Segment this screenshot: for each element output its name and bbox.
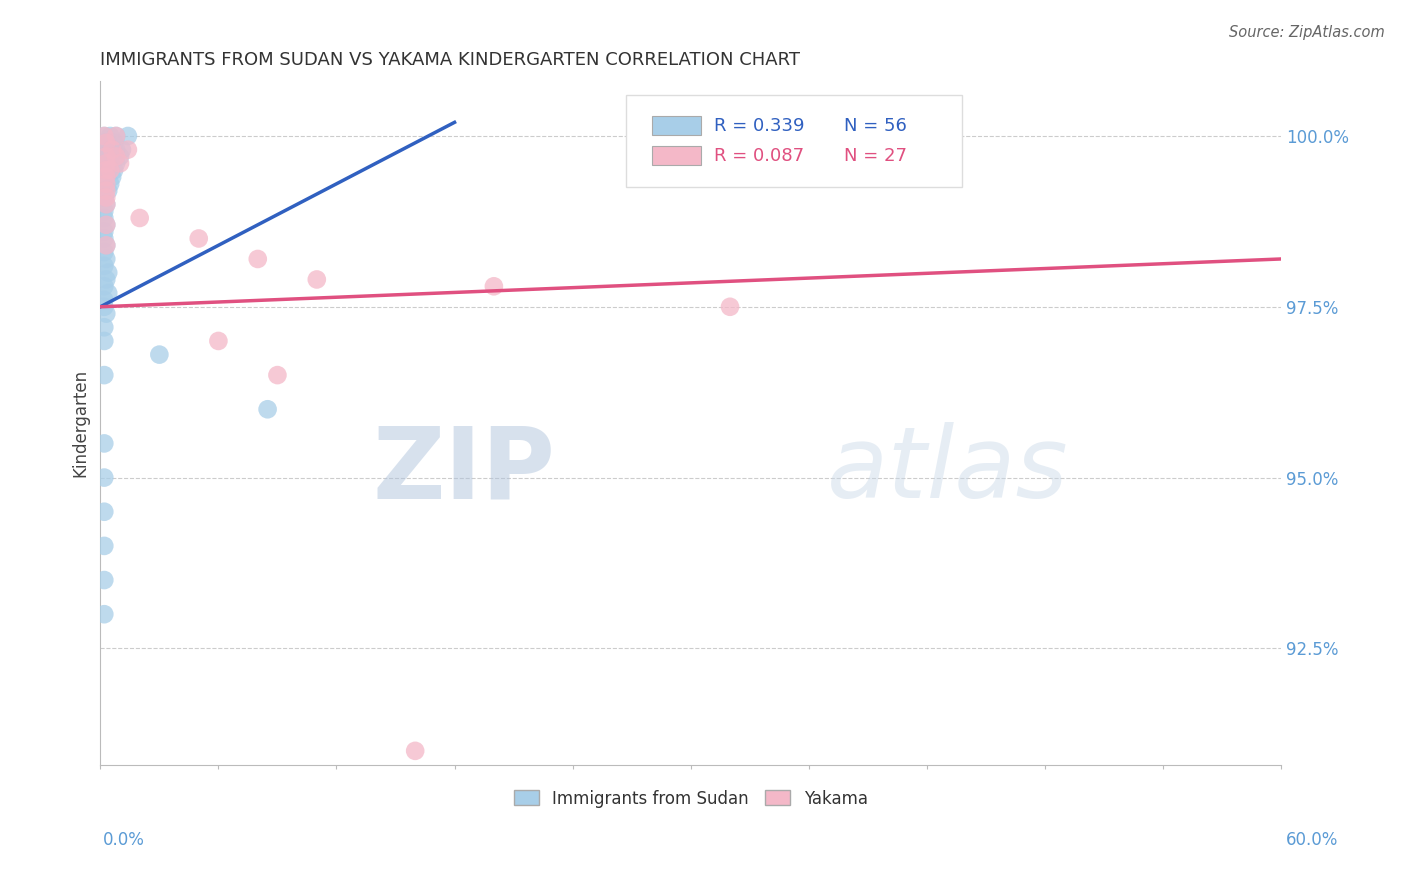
Point xyxy=(93,225,115,239)
Point xyxy=(93,436,115,450)
Point xyxy=(103,149,125,163)
Legend: Immigrants from Sudan, Yakama: Immigrants from Sudan, Yakama xyxy=(508,783,875,814)
Point xyxy=(96,307,118,321)
Point xyxy=(93,245,115,260)
Point xyxy=(93,607,115,622)
Point xyxy=(103,163,125,178)
Point xyxy=(96,218,118,232)
Text: R = 0.339: R = 0.339 xyxy=(714,117,804,135)
Y-axis label: Kindergarten: Kindergarten xyxy=(72,369,89,477)
Point xyxy=(93,293,115,307)
Point xyxy=(93,204,115,219)
Point xyxy=(96,177,118,191)
Point xyxy=(98,177,121,191)
Point xyxy=(128,211,150,225)
Point xyxy=(93,505,115,519)
Point xyxy=(96,238,118,252)
Point xyxy=(93,368,115,383)
Point xyxy=(404,744,426,758)
Point xyxy=(117,128,139,143)
Point xyxy=(96,197,118,211)
Point xyxy=(96,218,118,232)
Text: R = 0.087: R = 0.087 xyxy=(714,147,804,165)
Point xyxy=(305,272,328,286)
Point xyxy=(97,286,120,301)
Point xyxy=(96,136,118,150)
Point xyxy=(101,169,124,184)
Point xyxy=(266,368,288,383)
Point xyxy=(93,128,115,143)
Text: 60.0%: 60.0% xyxy=(1286,831,1339,849)
Text: N = 56: N = 56 xyxy=(844,117,907,135)
Point xyxy=(93,300,115,314)
Point xyxy=(93,539,115,553)
Point xyxy=(482,279,505,293)
Text: Source: ZipAtlas.com: Source: ZipAtlas.com xyxy=(1229,25,1385,40)
Point xyxy=(93,470,115,484)
Text: ZIP: ZIP xyxy=(373,422,555,519)
Point xyxy=(93,184,115,198)
Point xyxy=(98,128,121,143)
Point xyxy=(93,279,115,293)
Point xyxy=(96,149,118,163)
Point xyxy=(105,128,128,143)
Point xyxy=(96,169,118,184)
Text: atlas: atlas xyxy=(827,422,1069,519)
Point xyxy=(256,402,278,417)
Point xyxy=(96,184,118,198)
Point xyxy=(718,300,741,314)
Point xyxy=(103,136,125,150)
Point xyxy=(96,252,118,266)
Point xyxy=(101,143,124,157)
Point xyxy=(98,163,121,178)
Point xyxy=(108,156,131,170)
Point xyxy=(96,190,118,204)
Point xyxy=(108,149,131,163)
Point xyxy=(117,143,139,157)
Point xyxy=(93,231,115,245)
Bar xyxy=(652,145,702,165)
Point xyxy=(96,169,118,184)
Point xyxy=(93,136,115,150)
Point xyxy=(105,143,128,157)
Point xyxy=(148,348,170,362)
Text: IMMIGRANTS FROM SUDAN VS YAKAMA KINDERGARTEN CORRELATION CHART: IMMIGRANTS FROM SUDAN VS YAKAMA KINDERGA… xyxy=(100,51,800,69)
Point xyxy=(93,320,115,334)
Text: 0.0%: 0.0% xyxy=(103,831,145,849)
FancyBboxPatch shape xyxy=(626,95,962,187)
Point xyxy=(111,143,134,157)
Point xyxy=(97,184,120,198)
Text: N = 27: N = 27 xyxy=(844,147,907,165)
Point xyxy=(105,149,128,163)
Point xyxy=(93,190,115,204)
Point xyxy=(93,211,115,225)
Point xyxy=(96,197,118,211)
Point xyxy=(93,163,115,178)
Bar xyxy=(652,115,702,135)
Point xyxy=(105,128,128,143)
Point xyxy=(246,252,269,266)
Point xyxy=(96,156,118,170)
Point xyxy=(98,156,121,170)
Point xyxy=(97,136,120,150)
Point xyxy=(93,259,115,273)
Point xyxy=(93,143,115,157)
Point xyxy=(96,163,118,178)
Point xyxy=(96,272,118,286)
Point xyxy=(97,266,120,280)
Point xyxy=(96,238,118,252)
Point xyxy=(98,143,121,157)
Point xyxy=(93,573,115,587)
Point xyxy=(97,149,120,163)
Point xyxy=(93,334,115,348)
Point xyxy=(97,163,120,178)
Point xyxy=(207,334,229,348)
Point xyxy=(93,149,115,163)
Point xyxy=(93,177,115,191)
Point xyxy=(105,156,128,170)
Point xyxy=(93,128,115,143)
Point xyxy=(187,231,209,245)
Point xyxy=(93,156,115,170)
